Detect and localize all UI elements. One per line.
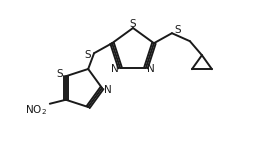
Text: N: N xyxy=(111,64,118,74)
Text: S: S xyxy=(56,69,63,79)
Text: N: N xyxy=(147,64,154,74)
Text: N: N xyxy=(104,85,112,95)
Text: S: S xyxy=(174,25,181,35)
Text: S: S xyxy=(84,50,91,60)
Text: NO$_2$: NO$_2$ xyxy=(25,103,46,117)
Text: S: S xyxy=(129,19,136,29)
